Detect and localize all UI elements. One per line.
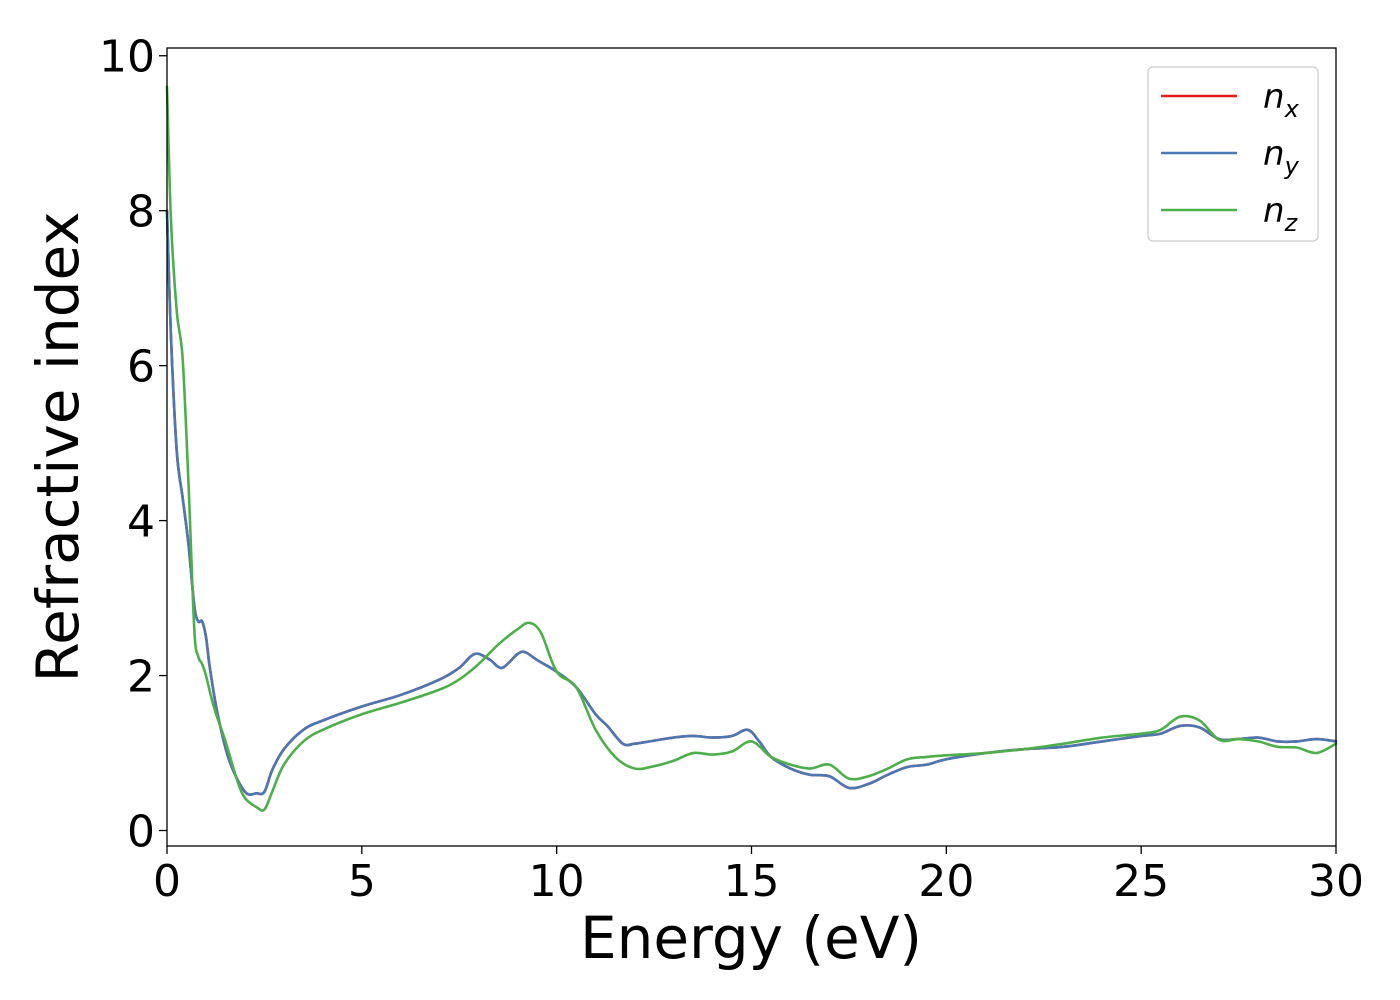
x-tick-label: 5 [348, 856, 376, 907]
y-tick-label: 0 [127, 807, 155, 858]
x-tick-label: 0 [153, 856, 181, 907]
series-layer [165, 85, 1338, 812]
y-tick-label: 2 [127, 652, 155, 703]
y-tick-label: 4 [127, 497, 155, 548]
x-tick-label: 30 [1308, 856, 1364, 907]
x-axis-label: Energy (eV) [580, 904, 922, 972]
x-tick-label: 25 [1113, 856, 1169, 907]
x-axis-ticks: 0 5 10 15 20 25 30 [153, 846, 1364, 907]
series-line-ny [165, 209, 1338, 796]
y-axis-label: Refractive index [24, 211, 92, 682]
y-axis-ticks: 0 2 4 6 8 10 [99, 32, 167, 858]
y-tick-label: 6 [127, 342, 155, 393]
x-tick-label: 10 [529, 856, 585, 907]
x-tick-label: 20 [918, 856, 974, 907]
y-tick-label: 10 [99, 32, 155, 83]
x-tick-label: 15 [724, 856, 780, 907]
series-line-nz [165, 85, 1338, 812]
y-tick-label: 8 [127, 187, 155, 238]
